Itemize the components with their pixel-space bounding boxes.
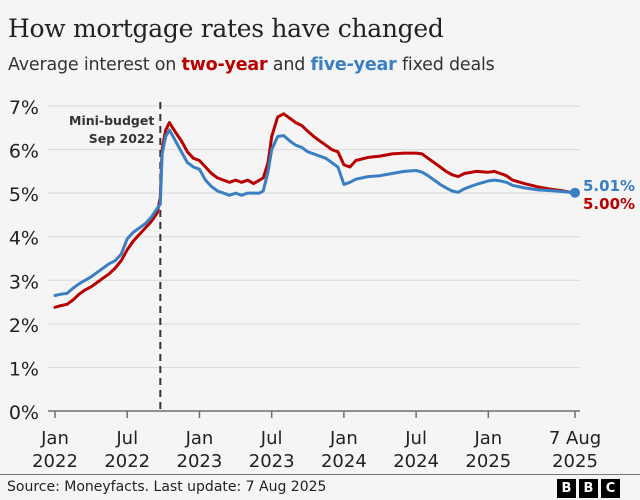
logo-letter: B xyxy=(557,479,576,498)
y-tick-label: 2% xyxy=(9,315,39,337)
y-tick-label: 1% xyxy=(9,358,39,380)
y-tick-label: 5% xyxy=(9,184,39,206)
x-tick-label: Jul xyxy=(260,428,283,449)
source-note: Source: Moneyfacts. Last update: 7 Aug 2… xyxy=(7,479,327,495)
x-tick-label: Jul xyxy=(404,428,427,449)
y-tick-label: 6% xyxy=(9,141,39,163)
series-lines xyxy=(53,112,580,309)
chart-title: How mortgage rates have changed xyxy=(8,14,444,43)
x-axis: Jan 2022 Jul 2022 Jan 2023 Jul 2023 Jan 2024 Jul 20… xyxy=(32,410,601,470)
x-tick-label: 2025 xyxy=(552,451,598,470)
subtitle-suffix: fixed deals xyxy=(396,55,495,75)
end-labels: 5.01%5.00% xyxy=(583,177,635,213)
y-tick-label: 7% xyxy=(9,97,39,119)
line-chart: 0% 1% 2% 3% 4% 5% 6% 7% Jan 2022 Jul 2022 Jan 2023 Ju… xyxy=(9,97,635,470)
x-tick-label: 2022 xyxy=(104,451,150,470)
annotation-label: Sep 2022 xyxy=(89,131,155,146)
y-tick-label: 4% xyxy=(9,228,39,250)
logo-letter: B xyxy=(579,479,598,498)
mini-budget-annotation: Mini-budget Sep 2022 xyxy=(69,102,162,411)
subtitle-two-year: two-year xyxy=(181,55,268,75)
x-tick-label: Jan xyxy=(473,428,502,449)
x-tick-label: 2025 xyxy=(465,451,511,470)
subtitle-five-year: five-year xyxy=(310,55,397,75)
annotation-label: Mini-budget xyxy=(69,113,154,128)
series-line-two-year xyxy=(53,112,577,309)
x-tick-label: 2024 xyxy=(393,451,439,470)
y-tick-label: 0% xyxy=(9,402,39,424)
end-label-two-year: 5.00% xyxy=(583,195,635,213)
x-tick-label: 7 Aug xyxy=(549,428,601,449)
x-tick-label: Jan xyxy=(329,428,358,449)
x-tick-label: 2023 xyxy=(177,451,223,470)
gridlines xyxy=(48,105,580,368)
chart-subtitle: Average interest on two-year and five-ye… xyxy=(8,55,495,75)
x-tick-label: 2022 xyxy=(32,451,78,470)
subtitle-mid: and xyxy=(267,55,311,75)
logo-letter: C xyxy=(601,479,620,498)
subtitle-prefix: Average interest on xyxy=(8,55,182,75)
x-tick-label: Jan xyxy=(185,428,214,449)
y-axis-labels: 0% 1% 2% 3% 4% 5% 6% 7% xyxy=(9,97,39,424)
x-tick-label: Jul xyxy=(115,428,138,449)
series-line-five-year xyxy=(53,128,577,297)
end-label-five-year: 5.01% xyxy=(583,177,635,195)
y-tick-label: 3% xyxy=(9,271,39,293)
footer-divider xyxy=(0,474,640,475)
x-tick-label: Jan xyxy=(40,428,69,449)
x-tick-label: 2024 xyxy=(321,451,367,470)
x-tick-label: 2023 xyxy=(249,451,295,470)
bbc-logo: B B C xyxy=(557,479,620,498)
end-point-marker xyxy=(570,187,580,198)
